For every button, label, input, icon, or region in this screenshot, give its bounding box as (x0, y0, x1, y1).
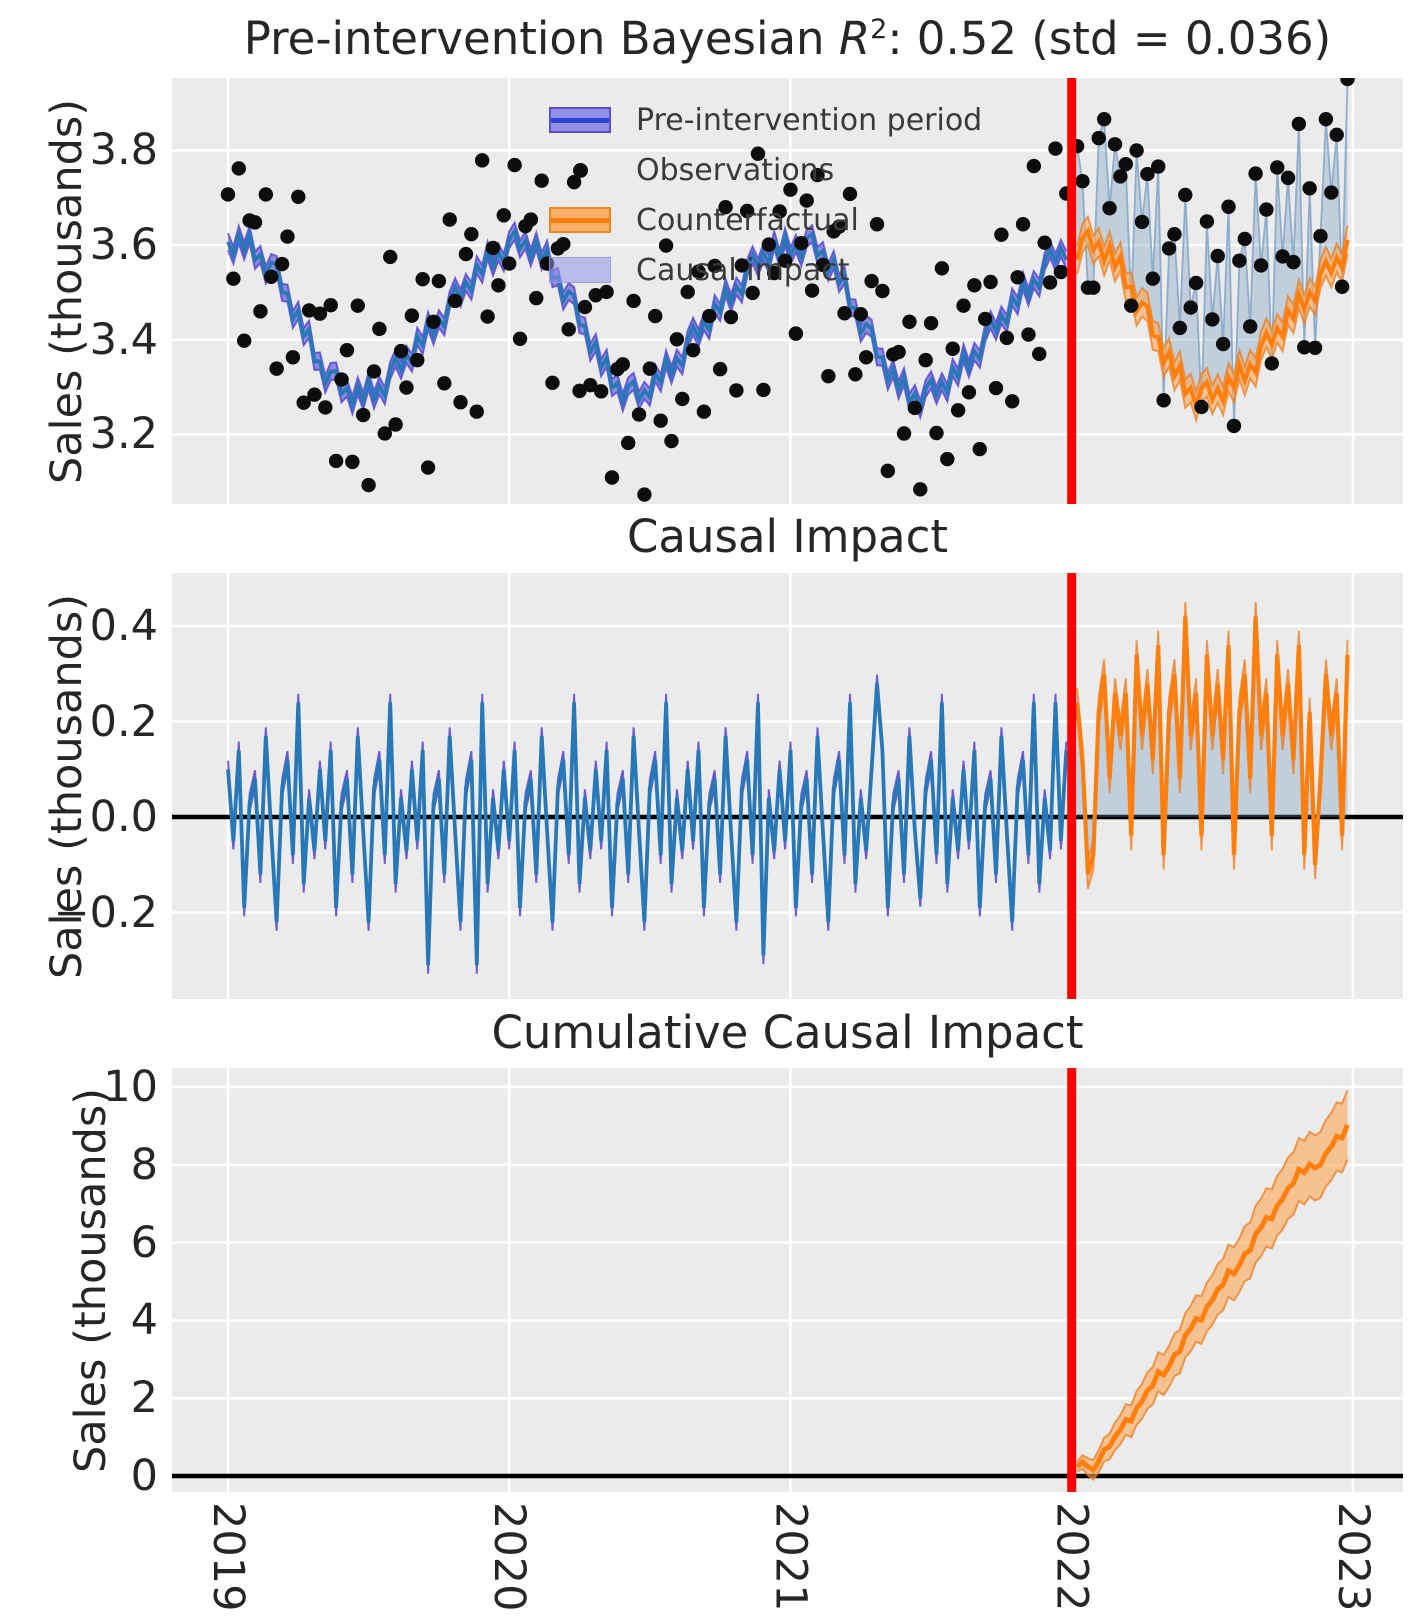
cumulative-band (1077, 1090, 1348, 1480)
legend-item-causal-impact: Causal impact (549, 245, 982, 295)
title-text: Pre-intervention Bayesian (243, 12, 839, 65)
r-symbol: R (838, 12, 871, 65)
legend-band-blue-icon (549, 95, 611, 145)
counterfactual-line (1075, 226, 1350, 414)
legend-item-pre-intervention-period: Pre-intervention period (549, 95, 982, 145)
y-tick-label: 8 (130, 1139, 158, 1190)
y-tick-label: 10 (103, 1062, 158, 1113)
causal-impact-fill (1077, 78, 1348, 426)
y-tick-label: 3.4 (89, 314, 158, 365)
y-tick-label: 3.2 (89, 409, 158, 460)
x-tick-label: 2021 (765, 1502, 816, 1612)
legend: Pre-intervention period Observations Count… (549, 95, 982, 295)
legend-label: Causal impact (636, 252, 850, 288)
y-tick-label: 4 (130, 1295, 158, 1346)
x-tick-label: 2023 (1327, 1502, 1378, 1612)
legend-label: Counterfactual (636, 202, 859, 238)
y-tick-label: 0.4 (89, 601, 158, 651)
series-model (220, 78, 1355, 502)
y-tick-label: −0.2 (53, 887, 158, 938)
y-tick-label: 0 (130, 1451, 158, 1502)
pre-intervention-mean-line (226, 226, 1069, 416)
legend-band-orange-icon (549, 195, 611, 245)
impact-pre-line (226, 683, 1069, 966)
title-stats: : 0.52 (std = 0.036) (887, 12, 1332, 65)
legend-item-observations: Observations (549, 145, 982, 195)
plot-area-model (172, 78, 1403, 504)
x-tick-label: 2022 (1046, 1502, 1097, 1612)
y-tick-label: 6 (130, 1217, 158, 1268)
legend-label: Pre-intervention period (636, 102, 983, 138)
series-impact (226, 602, 1350, 974)
y-tick-label: 3.6 (89, 220, 158, 271)
series-cumulative (1075, 1089, 1350, 1482)
r-exponent: 2 (870, 14, 888, 45)
y-tick-label: 0.0 (89, 792, 158, 843)
cumulative-line (1075, 1123, 1350, 1474)
plot-area-cumulative (172, 1068, 1403, 1492)
y-tick-label: 2 (130, 1373, 158, 1424)
panel-title-impact: Causal Impact (627, 510, 948, 563)
y-tick-label: 0.2 (89, 696, 158, 747)
observations-points (220, 78, 1355, 502)
x-tick-label: 2019 (202, 1502, 253, 1612)
legend-patch-icon (549, 245, 611, 295)
legend-label: Observations (636, 152, 835, 188)
panel-title-cumulative: Cumulative Causal Impact (491, 1006, 1084, 1059)
legend-item-counterfactual: Counterfactual (549, 195, 982, 245)
legend-dot-icon (549, 145, 611, 195)
y-tick-label: 3.8 (89, 125, 158, 176)
y-axis-label-model: Sales (thousands) (42, 98, 92, 484)
panel-title-model: Pre-intervention Bayesian R2: 0.52 (std … (172, 12, 1403, 65)
x-tick-label: 2020 (484, 1502, 535, 1612)
impact-post-line (1075, 616, 1350, 875)
